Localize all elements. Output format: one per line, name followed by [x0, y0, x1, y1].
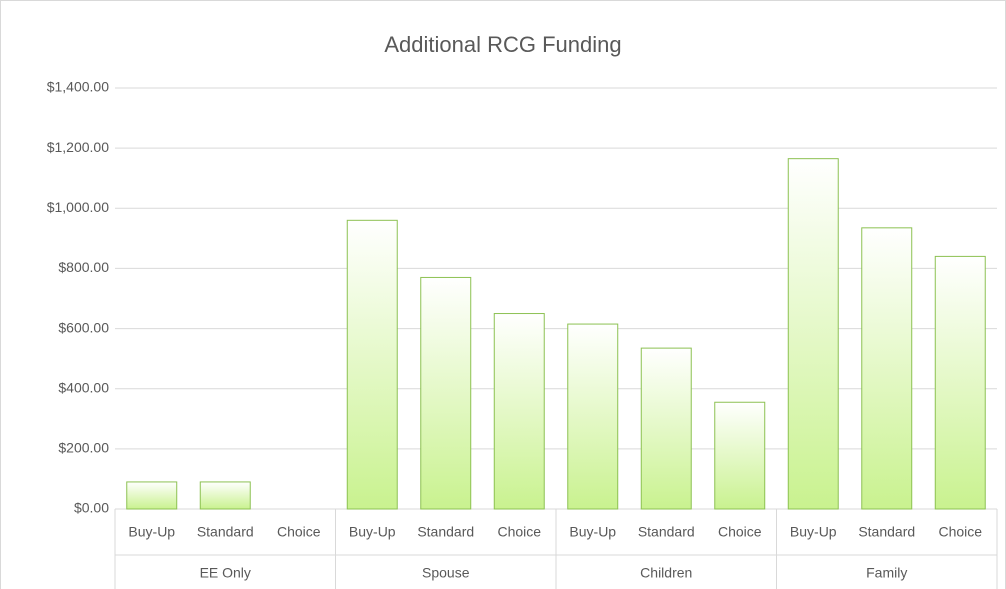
- bar: [420, 276, 472, 510]
- bar: [567, 323, 619, 510]
- y-tick-label: $400.00: [58, 379, 109, 395]
- bar: [787, 158, 839, 510]
- chart-title: Additional RCG Funding: [384, 32, 621, 57]
- bar: [126, 481, 178, 510]
- bar: [640, 347, 692, 510]
- bar: [934, 255, 986, 510]
- y-tick-label: $1,200.00: [47, 139, 109, 155]
- x-tick-label: Buy-Up: [128, 524, 175, 540]
- y-tick-label: $600.00: [58, 319, 109, 335]
- x-tick-label: Choice: [938, 524, 982, 540]
- bar: [493, 313, 545, 510]
- group-label: Spouse: [422, 565, 470, 581]
- x-tick-label: Choice: [497, 524, 541, 540]
- x-tick-label: Choice: [277, 524, 321, 540]
- group-label: Family: [866, 565, 907, 581]
- x-tick-label: Buy-Up: [790, 524, 837, 540]
- x-tick-label: Choice: [718, 524, 762, 540]
- x-tick-label: Standard: [417, 524, 474, 540]
- bar: [714, 401, 766, 510]
- y-tick-label: $800.00: [58, 259, 109, 275]
- x-tick-label: Buy-Up: [349, 524, 396, 540]
- group-label: Children: [640, 565, 692, 581]
- bar: [861, 227, 913, 510]
- x-tick-label: Standard: [638, 524, 695, 540]
- x-tick-label: Standard: [858, 524, 915, 540]
- x-tick-label: Standard: [197, 524, 254, 540]
- y-tick-label: $1,000.00: [47, 199, 109, 215]
- bar: [346, 219, 398, 510]
- y-tick-label: $1,400.00: [47, 79, 109, 95]
- y-tick-label: $200.00: [58, 440, 109, 456]
- x-tick-label: Buy-Up: [569, 524, 616, 540]
- y-tick-label: $0.00: [74, 500, 109, 516]
- bar: [199, 481, 251, 510]
- group-label: EE Only: [200, 565, 251, 581]
